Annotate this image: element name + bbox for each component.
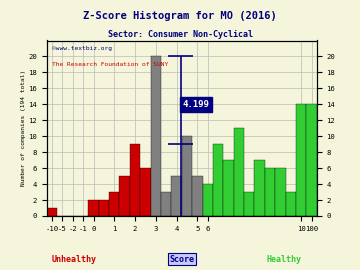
Bar <box>88 200 99 216</box>
Bar <box>275 168 285 216</box>
Bar <box>213 144 223 216</box>
Y-axis label: Number of companies (194 total): Number of companies (194 total) <box>21 70 26 186</box>
Bar <box>161 192 171 216</box>
Text: Healthy: Healthy <box>267 255 302 264</box>
Bar <box>47 208 57 216</box>
Bar <box>203 184 213 216</box>
Bar <box>285 192 296 216</box>
Text: Z-Score Histogram for MO (2016): Z-Score Histogram for MO (2016) <box>83 11 277 21</box>
Bar <box>296 104 306 216</box>
Bar <box>140 168 150 216</box>
Text: 4.199: 4.199 <box>183 100 210 109</box>
Bar <box>150 56 161 216</box>
Bar <box>192 176 203 216</box>
Text: Sector: Consumer Non-Cyclical: Sector: Consumer Non-Cyclical <box>108 30 252 39</box>
Text: Score: Score <box>169 255 194 264</box>
Text: ©www.textbiz.org: ©www.textbiz.org <box>52 46 112 51</box>
Bar <box>223 160 234 216</box>
Bar <box>182 136 192 216</box>
Bar <box>234 128 244 216</box>
Bar <box>120 176 130 216</box>
Bar <box>244 192 255 216</box>
Bar <box>265 168 275 216</box>
Bar <box>130 144 140 216</box>
Bar <box>109 192 120 216</box>
Bar <box>306 104 317 216</box>
Bar <box>99 200 109 216</box>
Bar <box>255 160 265 216</box>
Text: Unhealthy: Unhealthy <box>51 255 96 264</box>
Text: The Research Foundation of SUNY: The Research Foundation of SUNY <box>52 62 168 67</box>
Bar <box>171 176 182 216</box>
